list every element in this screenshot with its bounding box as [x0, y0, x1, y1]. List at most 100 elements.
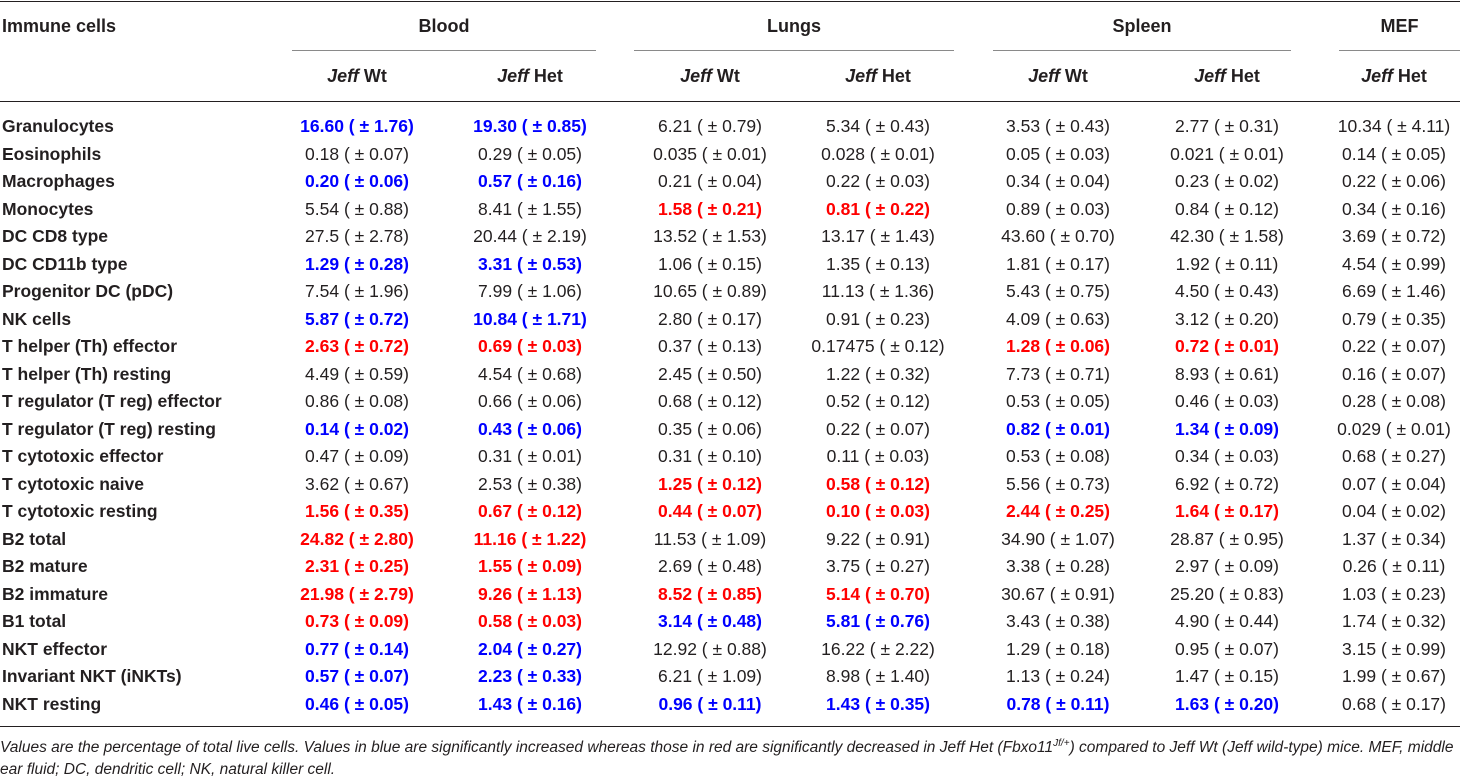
column-header-genotype: Wt	[716, 66, 740, 86]
table-cell: 5.81 ( ± 0.76)	[826, 611, 930, 631]
table-cell: 27.5 ( ± 2.78)	[305, 226, 409, 246]
table-cell: 0.46 ( ± 0.05)	[305, 693, 409, 714]
table-cell: 1.06 ( ± 0.15)	[658, 253, 762, 274]
group-header-mef: MEF	[1380, 16, 1419, 36]
table-cell: 13.17 ( ± 1.43)	[821, 226, 935, 246]
table-cell: 0.37 ( ± 0.13)	[658, 336, 762, 356]
column-header-genotype: Wt	[1064, 66, 1088, 86]
table-cell: 1.43 ( ± 0.35)	[826, 693, 930, 714]
table-cell: 21.98 ( ± 2.79)	[300, 583, 414, 604]
table-row: Granulocytes 16.60 ( ± 1.76) 19.30 ( ± 0.8…	[0, 113, 1460, 141]
table-cell: 9.26 ( ± 1.13)	[478, 583, 582, 604]
table-cell: 0.10 ( ± 0.03)	[826, 501, 930, 521]
table-cell: 0.31 ( ± 0.10)	[658, 446, 762, 466]
table-cell: 0.17475 ( ± 0.12)	[811, 336, 945, 356]
column-header-genotype: Het	[1230, 66, 1260, 86]
table-cell: 0.95 ( ± 0.07)	[1175, 638, 1279, 659]
row-label: B2 total	[2, 528, 67, 549]
row-label: T cytotoxic effector	[2, 446, 164, 466]
column-header-strain: Jeff	[1194, 66, 1226, 86]
bottom-rule	[0, 726, 1460, 727]
table-cell: 10.84 ( ± 1.71)	[473, 308, 587, 329]
table-cell: 1.92 ( ± 0.11)	[1175, 253, 1279, 274]
column-header-strain: Jeff	[497, 66, 529, 86]
footnote-part2: ) compared to Jeff Wt (Jeff wild-type) m…	[0, 739, 1454, 778]
group-rule-spleen	[993, 50, 1291, 51]
table-cell: 0.22 ( ± 0.07)	[1342, 336, 1446, 356]
table-cell: 3.38 ( ± 0.28)	[1006, 556, 1110, 576]
table-row: NKT effector 0.77 ( ± 0.14) 2.04 ( ± 0.27)…	[0, 636, 1460, 664]
table-cell: 7.99 ( ± 1.06)	[478, 281, 582, 301]
footnote-part1: Values are the percentage of total live …	[0, 739, 1054, 756]
table-cell: 6.21 ( ± 0.79)	[658, 116, 762, 136]
table-row: B1 total 0.73 ( ± 0.09) 0.58 ( ± 0.03) 3.14…	[0, 608, 1460, 636]
table-cell: 4.90 ( ± 0.44)	[1175, 611, 1279, 631]
group-rule-mef	[1339, 50, 1460, 51]
table-cell: 30.67 ( ± 0.91)	[1001, 583, 1115, 604]
header-bottom-rule	[0, 101, 1460, 102]
row-label: NKT resting	[2, 693, 102, 714]
table-cell: 1.25 ( ± 0.12)	[658, 473, 762, 494]
table-cell: 4.54 ( ± 0.99)	[1342, 253, 1446, 274]
table-cell: 13.52 ( ± 1.53)	[653, 226, 767, 246]
table-row: Eosinophils 0.18 ( ± 0.07) 0.29 ( ± 0.05) 0…	[0, 141, 1460, 169]
table-cell: 8.41 ( ± 1.55)	[478, 198, 582, 219]
table-cell: 1.29 ( ± 0.18)	[1006, 638, 1110, 659]
table-cell: 0.20 ( ± 0.06)	[305, 171, 409, 191]
row-label: Invariant NKT (iNKTs)	[2, 666, 182, 686]
group-rule-blood	[292, 50, 596, 51]
row-label: B2 mature	[2, 556, 88, 576]
row-label: B1 total	[2, 611, 67, 631]
table-cell: 3.14 ( ± 0.48)	[658, 611, 762, 631]
row-label: T regulator (T reg) effector	[2, 391, 222, 411]
table-cell: 3.53 ( ± 0.43)	[1006, 116, 1110, 136]
table-cell: 0.04 ( ± 0.02)	[1342, 501, 1446, 521]
table-cell: 0.028 ( ± 0.01)	[821, 143, 935, 164]
column-header-genotype: Het	[533, 66, 563, 86]
table-row: NKT resting 0.46 ( ± 0.05) 1.43 ( ± 0.16) 0…	[0, 691, 1460, 719]
table-row: T regulator (T reg) effector 0.86 ( ± 0.0…	[0, 388, 1460, 416]
top-rule	[0, 1, 1460, 2]
table-cell: 0.91 ( ± 0.23)	[826, 308, 930, 329]
table-cell: 2.23 ( ± 0.33)	[478, 666, 582, 686]
table-row: DC CD8 type 27.5 ( ± 2.78) 20.44 ( ± 2.19)…	[0, 223, 1460, 251]
table-cell: 5.87 ( ± 0.72)	[305, 308, 409, 329]
group-header-spleen: Spleen	[1112, 16, 1172, 36]
column-header: Jeff Het	[435, 66, 625, 87]
table-cell: 0.86 ( ± 0.08)	[305, 391, 409, 411]
table-cell: 11.13 ( ± 1.36)	[821, 281, 935, 301]
table-cell: 0.58 ( ± 0.12)	[826, 473, 930, 494]
table-cell: 0.029 ( ± 0.01)	[1337, 418, 1451, 439]
table-cell: 10.34 ( ± 4.11)	[1337, 116, 1451, 136]
table-cell: 0.82 ( ± 0.01)	[1006, 418, 1110, 439]
table-cell: 1.43 ( ± 0.16)	[478, 693, 582, 714]
table-cell: 34.90 ( ± 1.07)	[1001, 528, 1115, 549]
table-cell: 0.47 ( ± 0.09)	[305, 446, 409, 466]
table-cell: 1.13 ( ± 0.24)	[1006, 666, 1110, 686]
table-cell: 1.56 ( ± 0.35)	[305, 501, 409, 521]
table-cell: 11.53 ( ± 1.09)	[653, 528, 767, 549]
column-header: Jeff Wt	[262, 66, 452, 87]
row-label: T cytotoxic resting	[2, 501, 158, 521]
table-cell: 7.73 ( ± 0.71)	[1006, 363, 1110, 384]
table-cell: 0.57 ( ± 0.16)	[478, 171, 582, 191]
table-cell: 5.43 ( ± 0.75)	[1006, 281, 1110, 301]
table-cell: 4.54 ( ± 0.68)	[478, 363, 582, 384]
table-cell: 0.44 ( ± 0.07)	[658, 501, 762, 521]
table-cell: 2.44 ( ± 0.25)	[1006, 501, 1110, 521]
row-label: T helper (Th) resting	[2, 363, 172, 384]
row-label: B2 immature	[2, 583, 109, 604]
row-label: DC CD11b type	[2, 253, 128, 274]
table-cell: 1.37 ( ± 0.34)	[1342, 528, 1446, 549]
row-label: DC CD8 type	[2, 226, 108, 246]
table-cell: 6.21 ( ± 1.09)	[658, 666, 762, 686]
table-cell: 0.58 ( ± 0.03)	[478, 611, 582, 631]
table-cell: 1.58 ( ± 0.21)	[658, 198, 762, 219]
table-cell: 0.16 ( ± 0.07)	[1342, 363, 1446, 384]
table-cell: 3.31 ( ± 0.53)	[478, 253, 582, 274]
table-cell: 9.22 ( ± 0.91)	[826, 528, 930, 549]
table-cell: 0.77 ( ± 0.14)	[305, 638, 409, 659]
table-row: T helper (Th) resting 4.49 ( ± 0.59) 4.54 …	[0, 361, 1460, 389]
table-cell: 1.64 ( ± 0.17)	[1175, 501, 1279, 521]
